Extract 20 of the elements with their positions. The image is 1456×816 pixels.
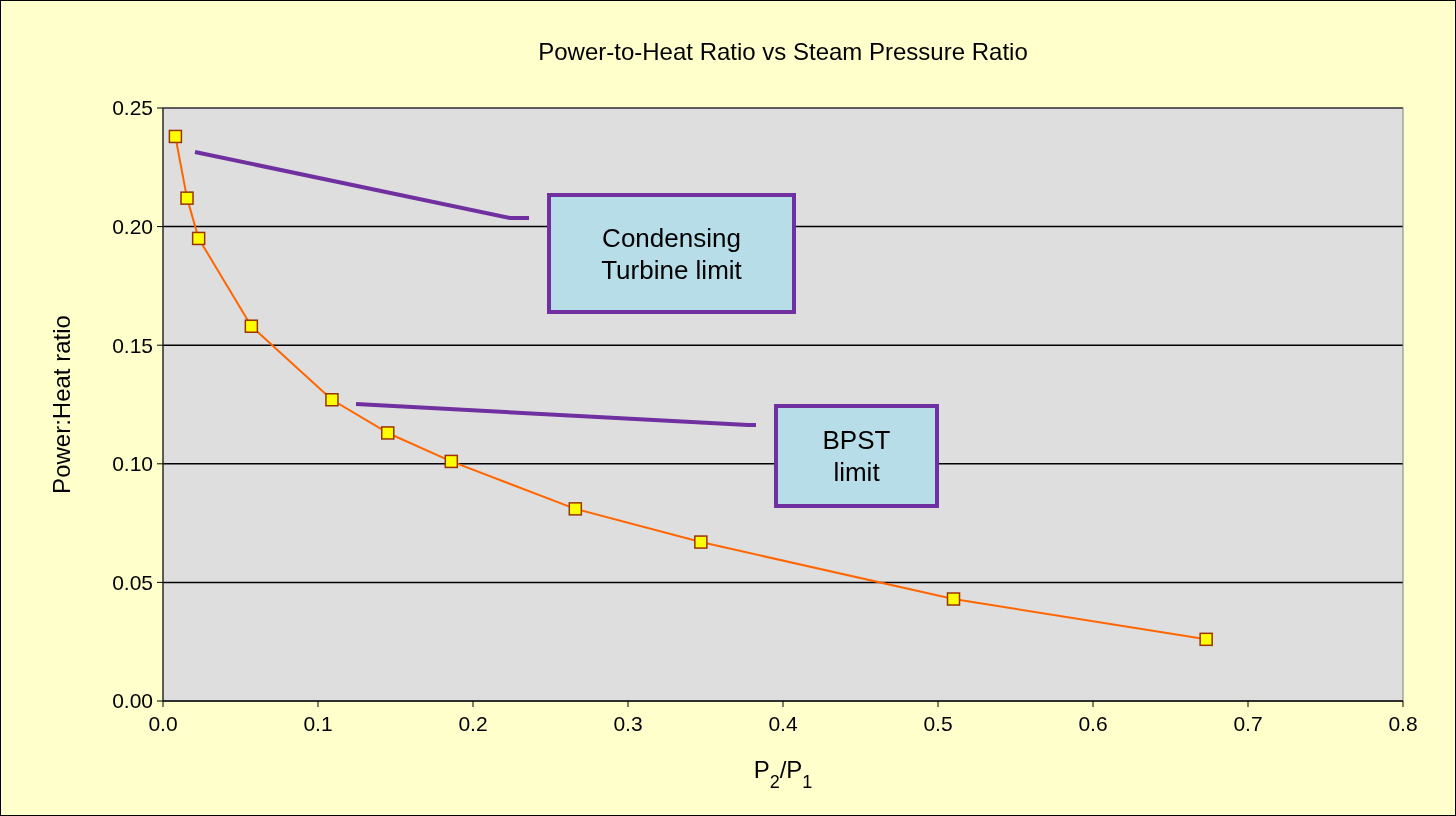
chart-title: Power-to-Heat Ratio vs Steam Pressure Ratio [538,38,1028,65]
x-tick-label: 0.5 [923,712,953,735]
x-tick-label: 0.0 [148,712,178,735]
y-tick-label: 0.20 [112,214,153,238]
annotation: Condensing Turbine limit [601,222,743,285]
x-tick-label: 0.2 [458,712,488,735]
x-tick-label: 0.8 [1388,712,1418,735]
y-tick-label: 0.05 [112,570,153,594]
x-tick-label: 0.3 [613,712,643,735]
x-tick-label: 0.1 [303,712,333,735]
y-tick-label: 0.15 [112,333,153,357]
x-tick-label: 0.7 [1233,712,1263,735]
y-axis-title: Power:Heat ratio [48,315,75,494]
x-axis-title: P$_{2}$/P$_{1}$ [753,756,813,792]
y-tick-label: 0.10 [112,452,153,476]
x-tick-label: 0.6 [1078,712,1108,735]
x-tick-label: 0.4 [768,712,798,735]
y-tick-label: 0.00 [112,689,153,713]
y-tick-label: 0.25 [112,96,153,120]
annotation: BPST limit [822,425,891,488]
